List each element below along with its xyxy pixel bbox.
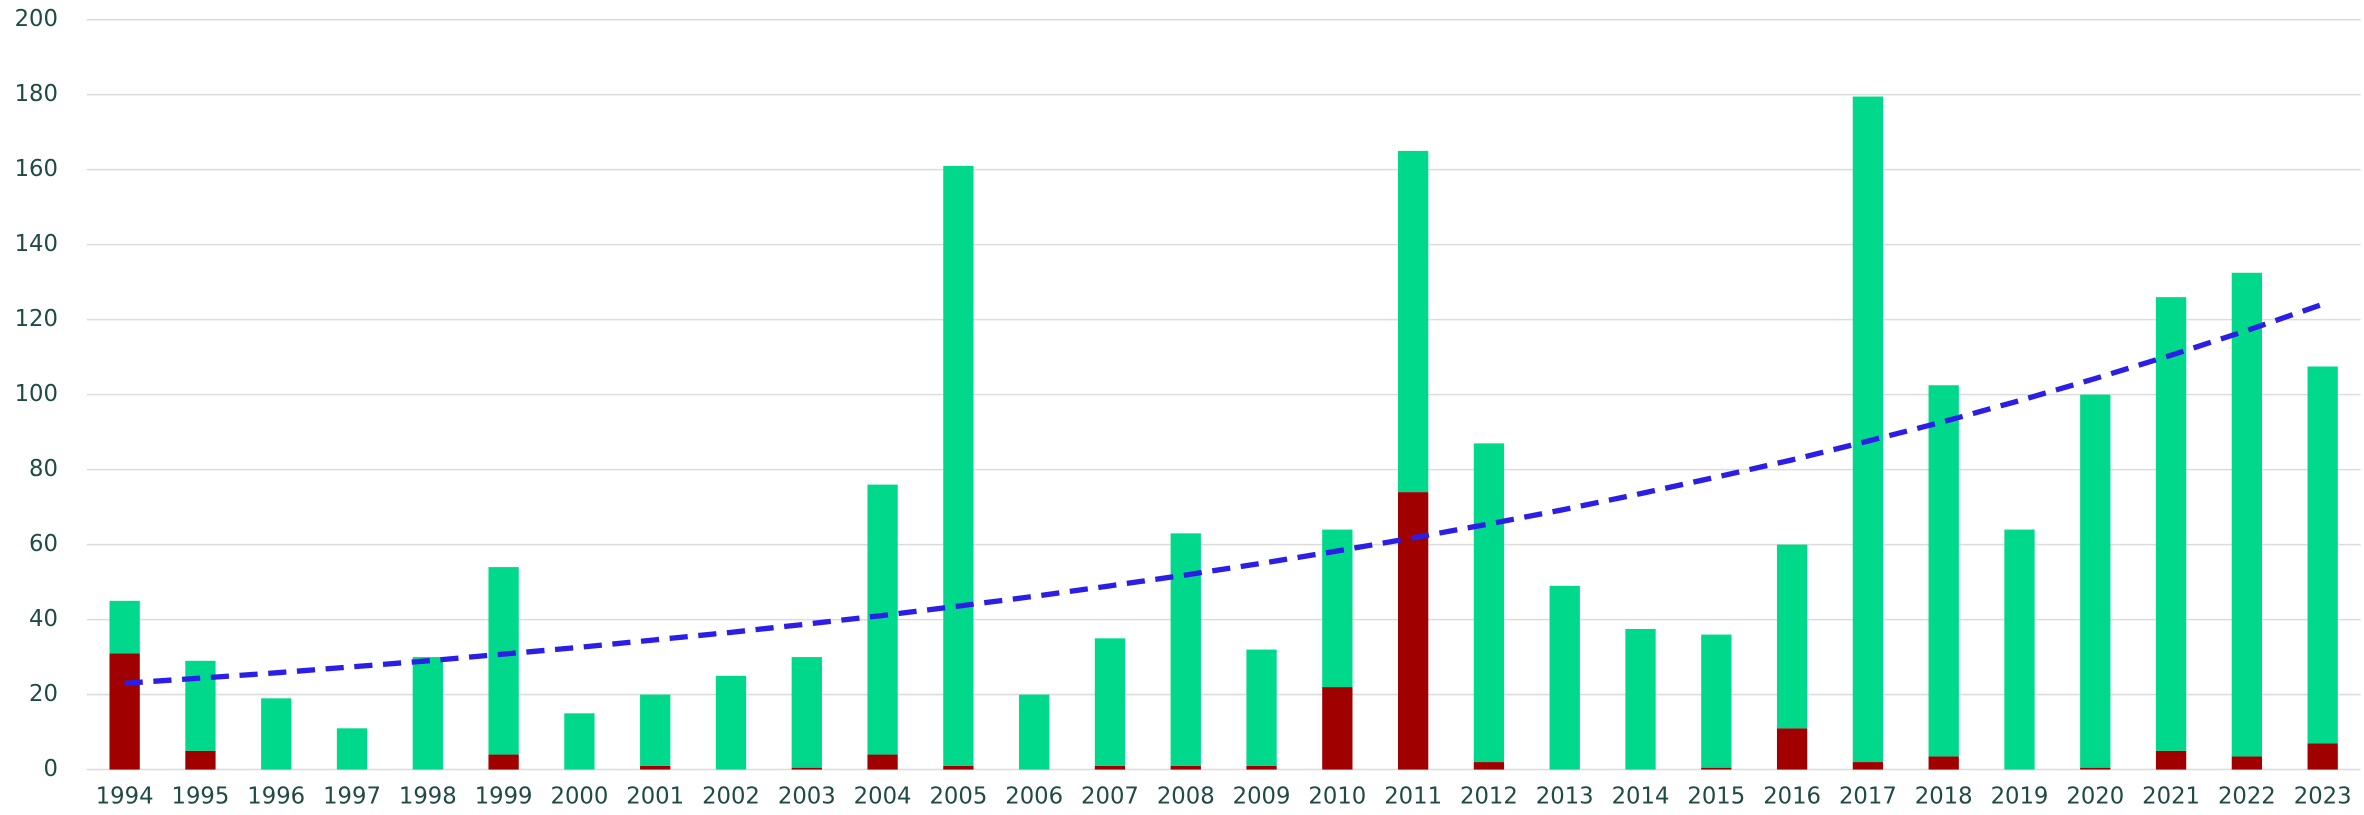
bar-segment <box>2307 743 2338 770</box>
y-tick-label: 200 <box>15 6 58 32</box>
bar-segment <box>1094 765 1126 770</box>
x-tick-label: 2006 <box>1005 783 1063 809</box>
bar-segment <box>1170 533 1201 766</box>
bar-segment <box>412 657 443 770</box>
bar-segment <box>1852 762 1884 770</box>
y-tick-label: 20 <box>29 681 58 707</box>
x-tick-label: 2022 <box>2218 783 2276 809</box>
bar-segment <box>185 750 216 770</box>
bar-segment <box>336 728 368 770</box>
bar-segment <box>791 767 822 770</box>
bar-segment <box>1473 762 1505 770</box>
bar-segment <box>867 484 898 755</box>
x-tick-label: 2004 <box>854 783 912 809</box>
x-tick-label: 2009 <box>1233 783 1291 809</box>
x-tick-label: 2021 <box>2142 783 2200 809</box>
bar-segment <box>261 698 292 770</box>
bar-segment <box>564 713 595 770</box>
y-tick-label: 180 <box>15 81 58 107</box>
bar-segment <box>1322 687 1353 770</box>
bar-segment <box>2080 767 2111 770</box>
y-tick-label: 0 <box>43 756 57 782</box>
bar-segment <box>488 567 519 755</box>
bar-segment <box>2004 529 2035 770</box>
bar-segment <box>791 657 822 768</box>
bar-segment <box>1094 638 1126 766</box>
x-tick-label: 2000 <box>550 783 608 809</box>
bar-segment <box>1549 585 1580 770</box>
bar-segment <box>1625 628 1656 770</box>
bar-segment <box>1473 443 1505 763</box>
bar-segment <box>109 600 140 654</box>
x-tick-label: 2018 <box>1915 783 1973 809</box>
x-tick-label: 1995 <box>172 783 230 809</box>
x-tick-label: 2010 <box>1308 783 1366 809</box>
x-tick-label: 2020 <box>2066 783 2124 809</box>
bar-segment <box>943 765 974 770</box>
y-tick-label: 60 <box>29 531 58 557</box>
bar-segment <box>1776 544 1808 729</box>
x-tick-label: 2011 <box>1384 783 1442 809</box>
bar-segment <box>2307 366 2338 744</box>
bar-segment <box>185 660 216 751</box>
bar-segment <box>1776 728 1808 770</box>
x-tick-label: 2014 <box>1612 783 1670 809</box>
bar-segment <box>1019 694 1050 770</box>
y-tick-label: 160 <box>15 156 58 182</box>
bar-segment <box>1170 765 1201 770</box>
bar-segment <box>2155 750 2187 770</box>
bar-segment <box>1928 385 1959 757</box>
y-tick-label: 140 <box>15 231 58 257</box>
x-tick-label: 2012 <box>1460 783 1518 809</box>
x-tick-label: 2001 <box>626 783 684 809</box>
bar-segment <box>1701 634 1732 768</box>
bar-segment <box>488 754 519 770</box>
bar-segment <box>2155 297 2187 751</box>
x-tick-label: 2016 <box>1763 783 1821 809</box>
bar-segment <box>2231 272 2263 757</box>
x-tick-label: 2003 <box>778 783 836 809</box>
x-tick-label: 2007 <box>1081 783 1139 809</box>
y-tick-label: 120 <box>15 306 58 332</box>
x-tick-label: 2002 <box>702 783 760 809</box>
x-tick-label: 2019 <box>1991 783 2049 809</box>
x-tick-label: 2005 <box>929 783 987 809</box>
x-tick-label: 1999 <box>475 783 533 809</box>
bar-segment <box>1852 96 1884 763</box>
trend-line <box>124 301 2324 686</box>
bar-segment <box>640 694 671 766</box>
x-tick-label: 1996 <box>247 783 305 809</box>
bar-segment <box>1397 150 1429 493</box>
x-tick-label: 1998 <box>399 783 457 809</box>
y-tick-label: 40 <box>29 606 58 632</box>
x-tick-label: 2017 <box>1839 783 1897 809</box>
x-tick-label: 1997 <box>323 783 381 809</box>
bar-segment <box>109 653 140 770</box>
bar-segment <box>1246 649 1277 766</box>
y-tick-label: 80 <box>29 456 58 482</box>
x-tick-label: 2015 <box>1687 783 1745 809</box>
bar-segment <box>1246 765 1277 770</box>
bar-segment <box>1322 529 1353 688</box>
bar-segment <box>715 675 747 770</box>
bar-segment <box>2080 394 2111 768</box>
bar-segment <box>867 754 898 770</box>
bar-segment <box>2231 756 2263 770</box>
bar-segment <box>943 165 974 766</box>
bar-segment <box>640 765 671 770</box>
x-tick-label: 2023 <box>2294 783 2352 809</box>
x-tick-label: 2013 <box>1536 783 1594 809</box>
x-tick-label: 1994 <box>96 783 154 809</box>
bar-segment <box>1701 767 1732 770</box>
y-tick-label: 100 <box>15 381 58 407</box>
x-tick-label: 2008 <box>1157 783 1215 809</box>
bar-segment <box>1928 756 1959 770</box>
